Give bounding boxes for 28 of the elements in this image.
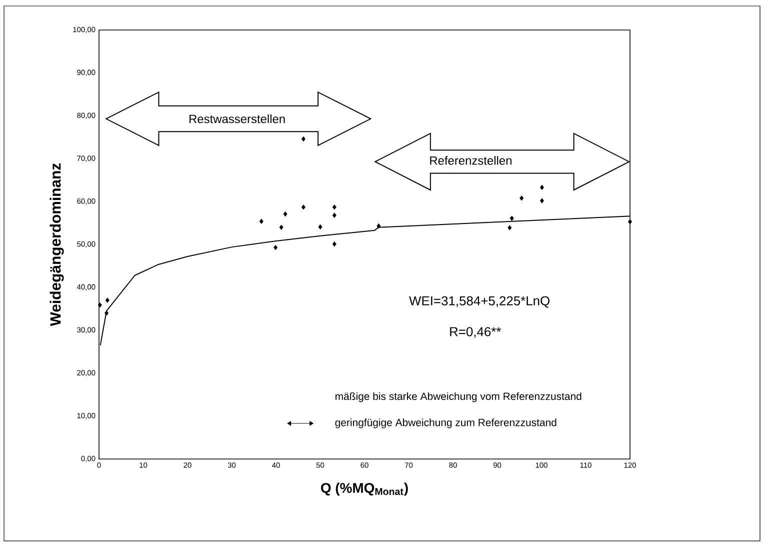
- point: [376, 223, 381, 229]
- point: [520, 196, 524, 201]
- point: [540, 198, 544, 204]
- point: [104, 310, 109, 316]
- point: [332, 212, 336, 218]
- annotation: Referenzstellen: [430, 156, 512, 165]
- annotation: Restwasserstellen: [190, 114, 285, 124]
- point: [283, 211, 288, 217]
- point: [540, 184, 544, 190]
- point: [332, 204, 336, 210]
- point: [301, 204, 306, 210]
- point: [628, 219, 632, 224]
- annotation: mäßige bis starke Abweichung vom Referenzzustand: [336, 392, 582, 402]
- annotation: R=0,46**: [450, 327, 502, 338]
- point: [259, 218, 264, 224]
- y-axis-title: Weidegängerdominanz: [50, 163, 64, 326]
- point: [274, 244, 278, 250]
- point: [105, 298, 110, 303]
- x-axis-title: Q (%MQ$_{Monat}$): [321, 482, 408, 496]
- point: [279, 224, 284, 230]
- point: [301, 136, 306, 142]
- point: [98, 302, 102, 308]
- point: [318, 224, 322, 230]
- point: [510, 216, 514, 221]
- point: [508, 225, 512, 230]
- annotation: WEI=31,584+5,225*LnQ: [409, 296, 550, 308]
- annotation: geringfügige Abweichung zum Referenzzustand: [335, 418, 556, 428]
- point: [332, 241, 336, 247]
